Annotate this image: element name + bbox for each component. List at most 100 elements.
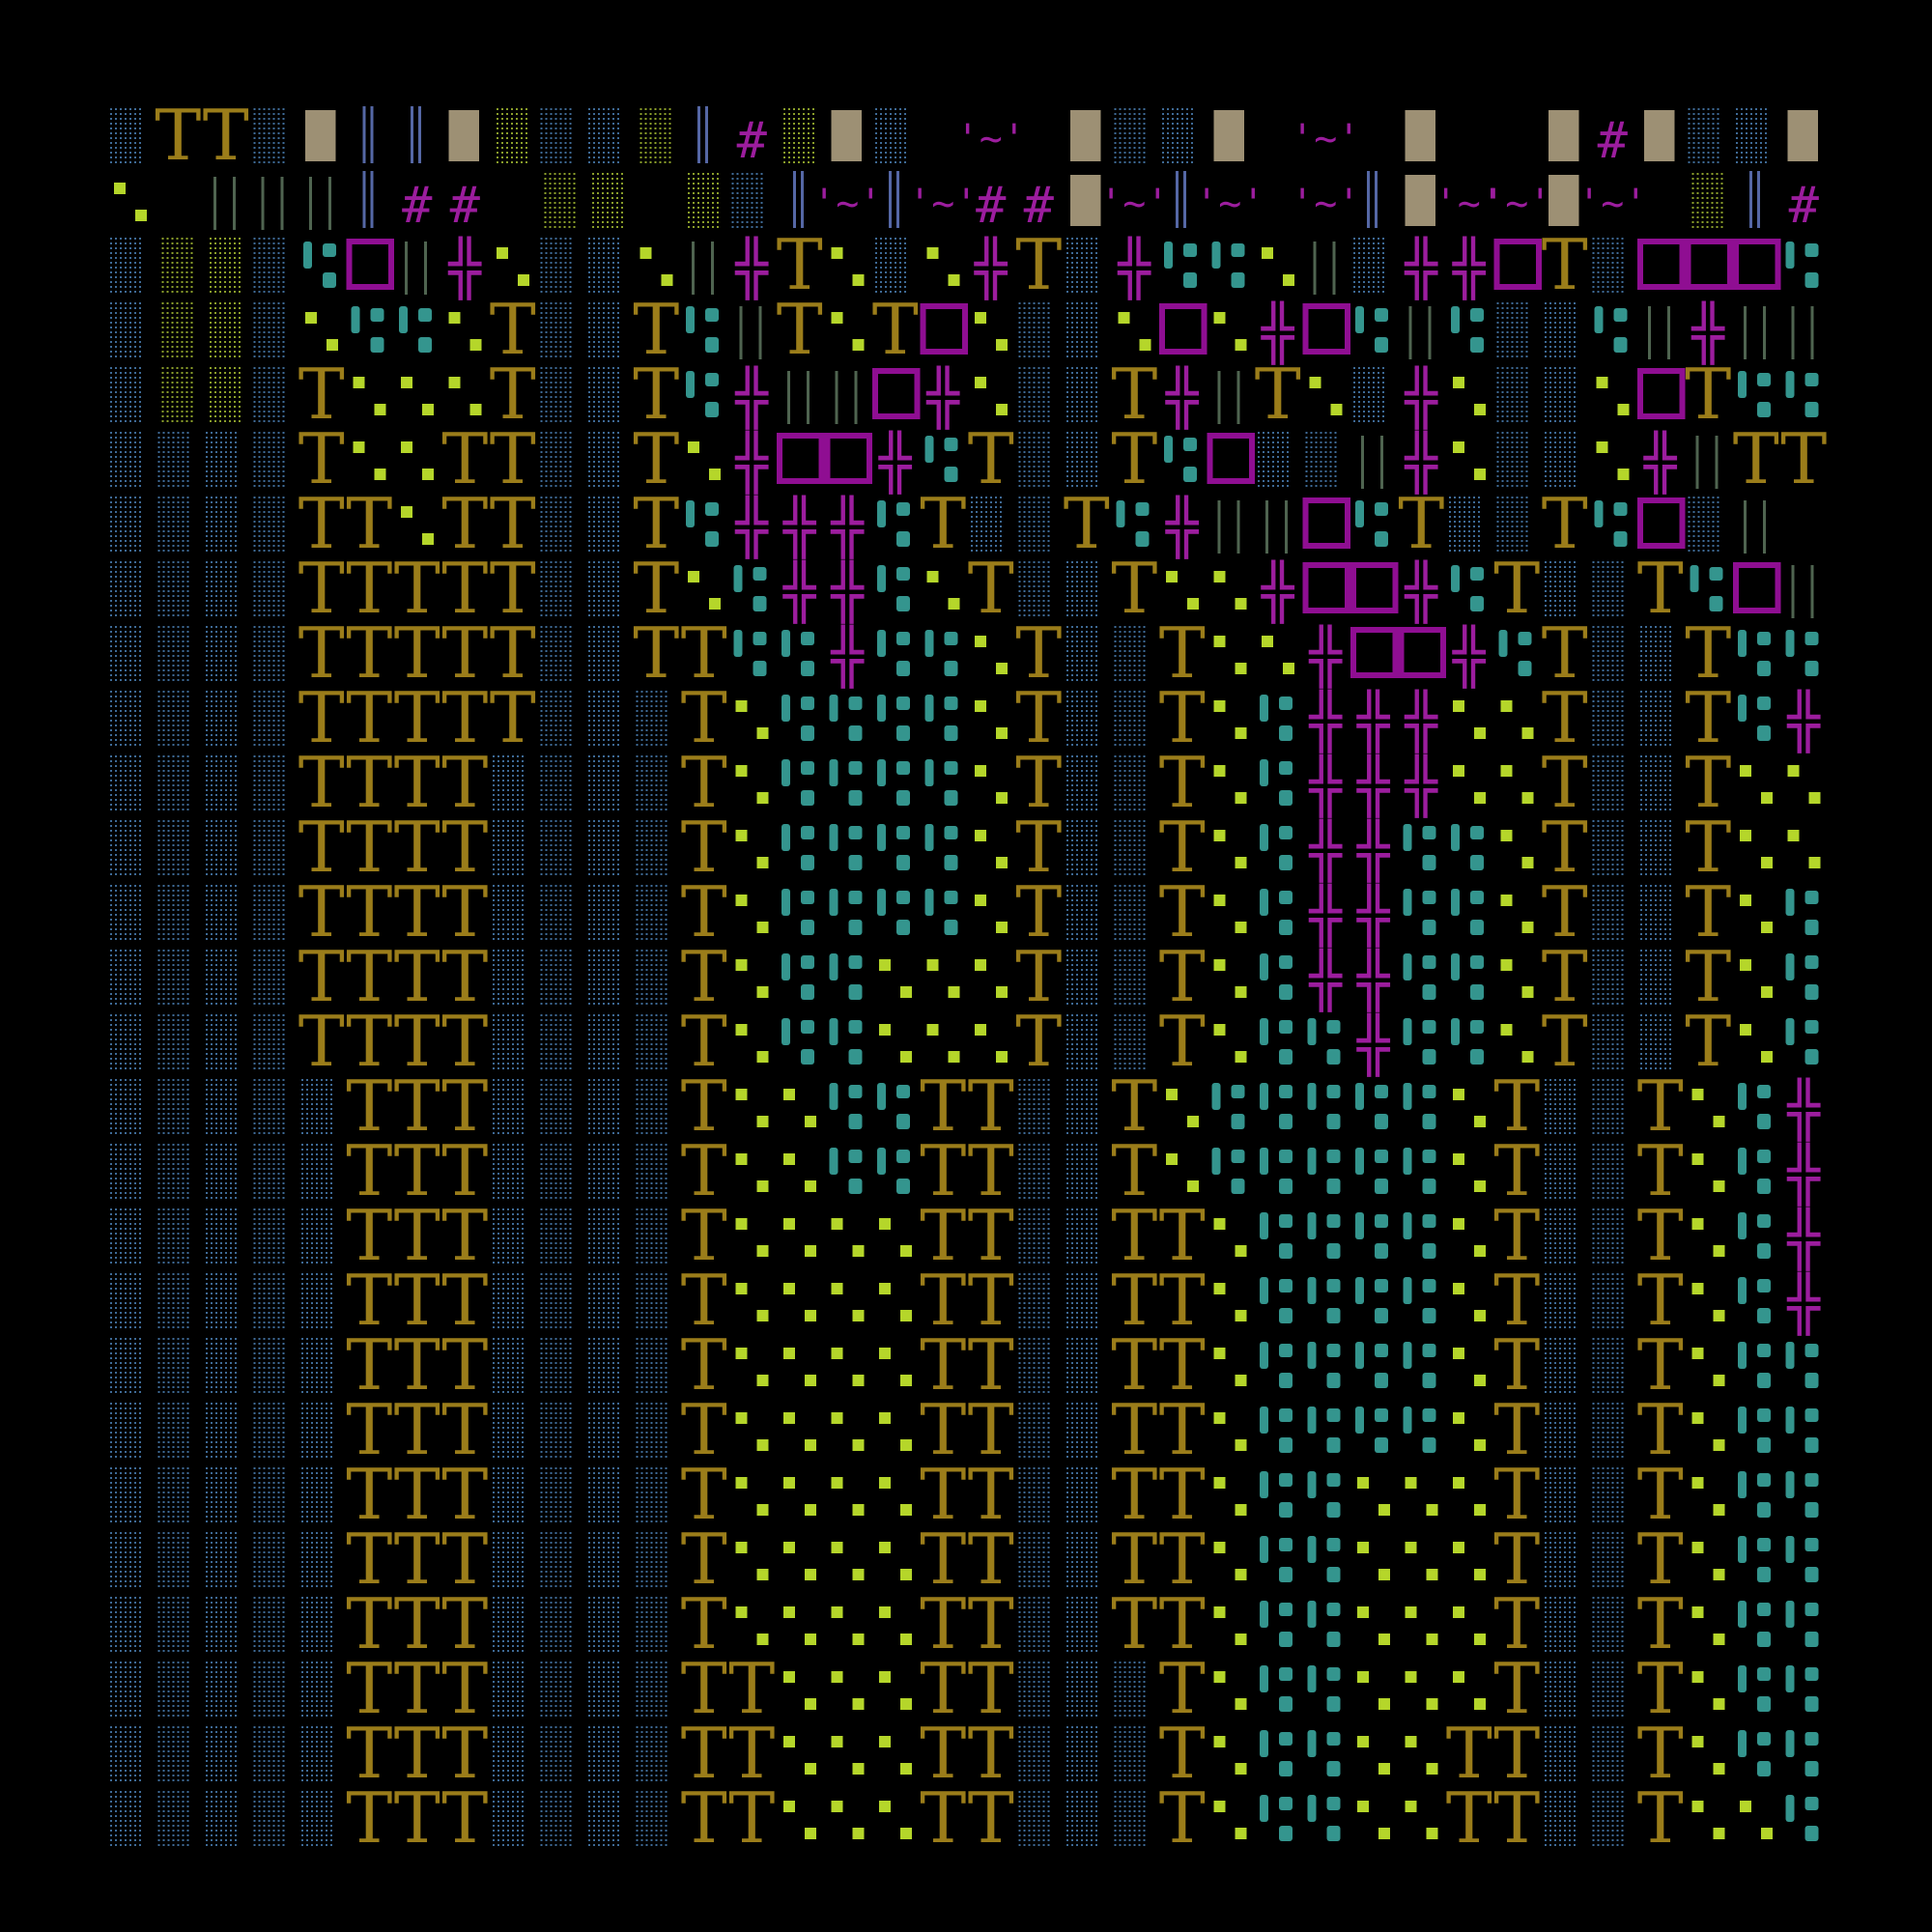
serif-T: T — [1542, 224, 1588, 305]
number-sign: # — [450, 177, 481, 235]
svg-text:╬: ╬ — [1404, 236, 1438, 300]
tilde-quote: '~' — [1195, 182, 1264, 226]
serif-T: T — [441, 1777, 488, 1859]
number-sign: # — [1598, 112, 1629, 170]
magenta-hash: ╬ — [1786, 1271, 1821, 1336]
serif-T: T — [920, 483, 966, 564]
magenta-hash: ╬ — [734, 495, 769, 559]
tilde-quote: '~' — [1577, 182, 1647, 226]
serif-T: T — [298, 1001, 345, 1082]
serif-T: T — [1542, 1001, 1588, 1082]
magenta-hash: ╬ — [1165, 495, 1200, 559]
serif-T: T — [1064, 483, 1110, 564]
tilde-quote: '~' — [956, 117, 1026, 161]
magenta-hash: ╬ — [447, 236, 482, 300]
serif-T: T — [1446, 1777, 1492, 1859]
svg-text:'~': '~' — [812, 182, 882, 226]
serif-T: T — [1733, 418, 1779, 499]
serif-T: T — [968, 418, 1014, 499]
svg-text:#: # — [1789, 177, 1820, 235]
magenta-hash: ╬ — [1404, 365, 1438, 430]
magenta-hash: ╬ — [1643, 430, 1678, 495]
svg-text:'~': '~' — [1291, 182, 1360, 226]
svg-text:'~': '~' — [908, 182, 978, 226]
number-sign: # — [976, 177, 1007, 235]
svg-text:T: T — [203, 95, 249, 176]
number-sign: # — [737, 112, 768, 170]
serif-T: T — [968, 548, 1014, 629]
magenta-hash: ╬ — [1404, 689, 1438, 753]
magenta-hash: ╬ — [1786, 1207, 1821, 1271]
magenta-hash: ╬ — [782, 559, 817, 624]
magenta-hash: ╬ — [1356, 753, 1391, 818]
serif-T: T — [1685, 354, 1731, 435]
svg-text:╬: ╬ — [447, 236, 482, 300]
tan-shade-block — [305, 110, 336, 161]
serif-T: T — [920, 1777, 966, 1859]
tan-shade-block — [1406, 175, 1436, 226]
svg-text:'~': '~' — [1195, 182, 1264, 226]
tan-shade-block — [1070, 175, 1101, 226]
serif-T: T — [1159, 1001, 1206, 1082]
svg-text:#: # — [450, 177, 481, 235]
tan-shade-block — [449, 110, 480, 161]
magenta-hash: ╬ — [830, 495, 865, 559]
svg-text:'~': '~' — [1577, 182, 1647, 226]
svg-text:╬: ╬ — [1452, 236, 1487, 300]
svg-text:╬: ╬ — [925, 365, 960, 430]
serif-T: T — [872, 289, 919, 370]
serif-T: T — [681, 1777, 727, 1859]
magenta-hash: ╬ — [878, 430, 913, 495]
tan-shade-block — [1548, 175, 1579, 226]
serif-T: T — [1685, 1001, 1731, 1082]
magenta-hash: ╬ — [1404, 236, 1438, 300]
magenta-hash: ╬ — [1452, 236, 1487, 300]
tilde-quote: '~' — [1291, 182, 1360, 226]
serif-T: T — [1015, 1001, 1062, 1082]
tilde-quote: '~' — [908, 182, 978, 226]
svg-text:#: # — [976, 177, 1007, 235]
magenta-hash: ╬ — [830, 559, 865, 624]
magenta-hash: ╬ — [1356, 948, 1391, 1012]
serif-T: T — [155, 95, 201, 176]
number-sign: # — [402, 177, 433, 235]
serif-T: T — [1542, 483, 1588, 564]
serif-T: T — [1398, 483, 1444, 564]
tilde-quote: '~' — [1291, 117, 1360, 161]
serif-T: T — [1111, 418, 1157, 499]
serif-T: T — [1493, 1777, 1540, 1859]
serif-T: T — [1637, 548, 1684, 629]
serif-T: T — [490, 677, 536, 758]
tan-shade-block — [832, 110, 863, 161]
svg-text:╬: ╬ — [1165, 365, 1200, 430]
magenta-hash: ╬ — [974, 236, 1009, 300]
magenta-hash: ╬ — [1786, 1077, 1821, 1142]
magenta-hash: ╬ — [1786, 689, 1821, 753]
svg-text:'~': '~' — [1291, 117, 1360, 161]
magenta-hash: ╬ — [782, 495, 817, 559]
svg-text:╬: ╬ — [734, 365, 769, 430]
serif-T: T — [1111, 1583, 1157, 1664]
svg-text:╬: ╬ — [974, 236, 1009, 300]
svg-text:'~': '~' — [1482, 182, 1551, 226]
tan-shade-block — [1070, 110, 1101, 161]
serif-T: T — [1780, 418, 1827, 499]
magenta-hash: ╬ — [1165, 365, 1200, 430]
number-sign: # — [1789, 177, 1820, 235]
magenta-hash: ╬ — [1356, 689, 1391, 753]
magenta-hash: ╬ — [1308, 624, 1343, 689]
serif-T: T — [968, 1777, 1014, 1859]
magenta-hash: ╬ — [1356, 818, 1391, 883]
svg-text:T: T — [1255, 354, 1301, 435]
magenta-hash: ╬ — [925, 365, 960, 430]
svg-text:T: T — [872, 289, 919, 370]
magenta-hash: ╬ — [1404, 753, 1438, 818]
svg-text:T: T — [1015, 224, 1062, 305]
svg-text:'~': '~' — [956, 117, 1026, 161]
magenta-hash: ╬ — [1452, 624, 1487, 689]
serif-T: T — [728, 1777, 775, 1859]
magenta-hash: ╬ — [1356, 883, 1391, 948]
magenta-hash: ╬ — [830, 624, 865, 689]
svg-text:#: # — [737, 112, 768, 170]
